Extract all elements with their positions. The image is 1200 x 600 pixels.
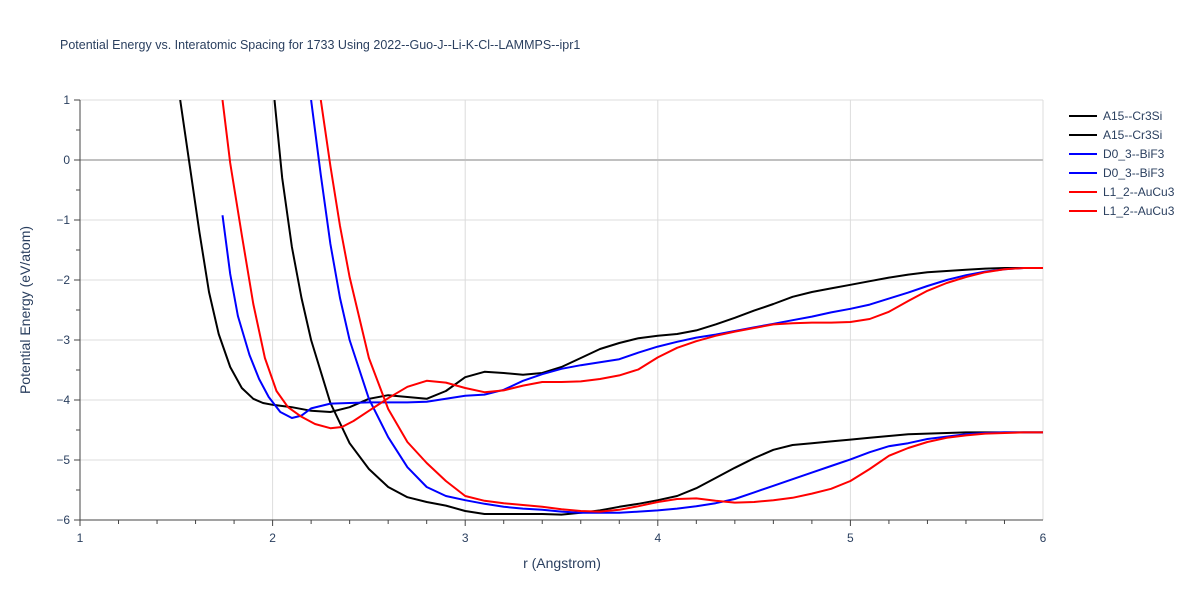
legend-label: D0_3--BiF3 xyxy=(1103,166,1165,180)
x-tick-label: 3 xyxy=(462,531,469,545)
y-tick-label: −1 xyxy=(56,213,70,227)
x-tick-label: 1 xyxy=(77,531,84,545)
legend-label: D0_3--BiF3 xyxy=(1103,147,1165,161)
legend-item[interactable]: D0_3--BiF3 xyxy=(1069,147,1165,161)
series-line-4 xyxy=(310,100,1043,514)
gridlines xyxy=(79,99,1044,521)
series-line-2 xyxy=(273,100,1043,516)
y-tick-label: −2 xyxy=(56,273,70,287)
series-line-5 xyxy=(221,100,1043,430)
y-tick-label: −4 xyxy=(56,393,70,407)
y-tick-label: −6 xyxy=(56,513,70,527)
x-axis-title: r (Angstrom) xyxy=(523,555,601,571)
x-tick-label: 2 xyxy=(269,531,276,545)
x-tick-labels: 1 2 3 4 5 6 xyxy=(77,531,1047,545)
legend-item[interactable]: A15--Cr3Si xyxy=(1069,109,1162,123)
legend-label: A15--Cr3Si xyxy=(1103,109,1162,123)
y-tick-label: −5 xyxy=(56,453,70,467)
legend-label: L1_2--AuCu3 xyxy=(1103,204,1175,218)
legend-label: A15--Cr3Si xyxy=(1103,128,1162,142)
axes xyxy=(74,99,1043,526)
legend[interactable]: A15--Cr3Si A15--Cr3Si D0_3--BiF3 D0_3--BiF3… xyxy=(1069,109,1175,218)
series-line-3 xyxy=(221,215,1043,419)
y-tick-label: −3 xyxy=(56,333,70,347)
series-line-6 xyxy=(319,100,1043,513)
legend-item[interactable]: L1_2--AuCu3 xyxy=(1069,185,1175,199)
legend-item[interactable]: A15--Cr3Si xyxy=(1069,128,1162,142)
legend-item[interactable]: D0_3--BiF3 xyxy=(1069,166,1165,180)
series-lines xyxy=(179,100,1043,516)
legend-label: L1_2--AuCu3 xyxy=(1103,185,1175,199)
y-tick-labels: 1 0 −1 −2 −3 −4 −5 −6 xyxy=(56,93,70,527)
y-tick-label: 0 xyxy=(63,153,70,167)
legend-item[interactable]: L1_2--AuCu3 xyxy=(1069,204,1175,218)
series-line-1 xyxy=(179,100,1043,413)
x-tick-label: 6 xyxy=(1040,531,1047,545)
y-axis-title: Potential Energy (eV/atom) xyxy=(17,226,33,394)
y-tick-label: 1 xyxy=(63,93,70,107)
chart-title: Potential Energy vs. Interatomic Spacing… xyxy=(60,38,581,52)
x-tick-label: 5 xyxy=(847,531,854,545)
x-tick-label: 4 xyxy=(654,531,661,545)
